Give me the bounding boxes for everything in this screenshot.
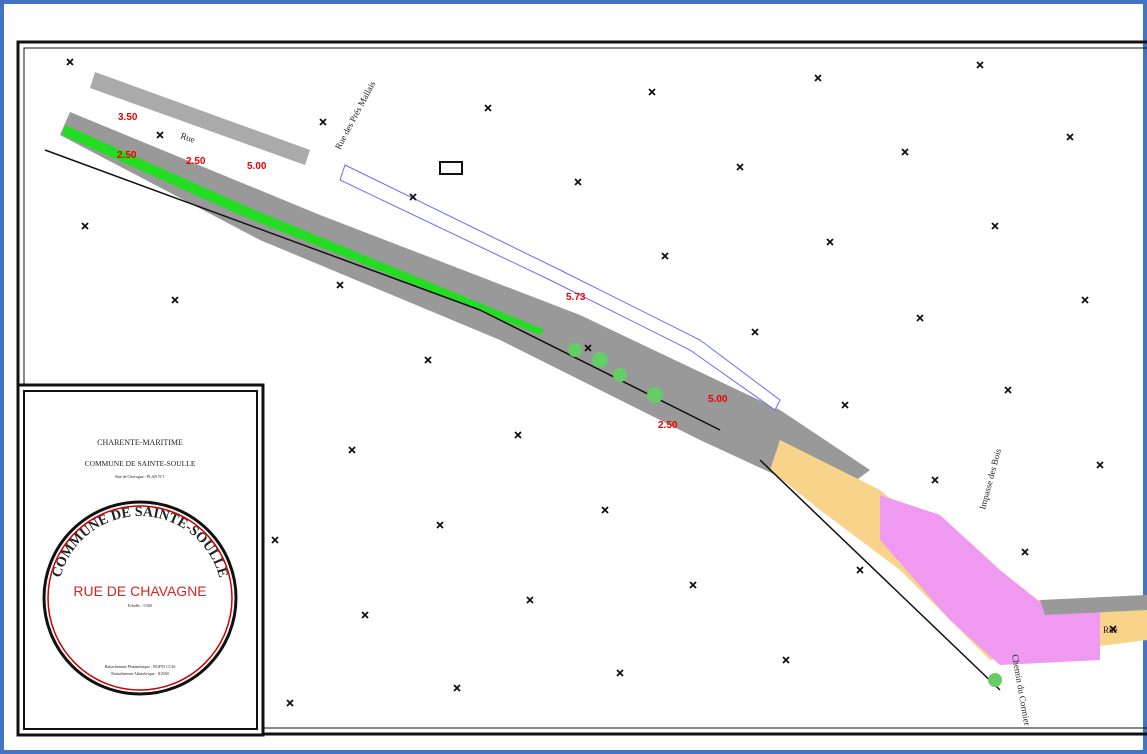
survey-cross xyxy=(484,104,492,112)
side-road xyxy=(1040,595,1147,615)
scale: Echelle : 1/500 xyxy=(128,603,152,608)
survey-points xyxy=(66,58,1117,707)
street-label: Rue xyxy=(1103,625,1118,635)
survey-cross xyxy=(348,446,356,454)
survey-cross xyxy=(826,238,834,246)
dimension: 2.50 xyxy=(658,420,678,431)
trees xyxy=(568,343,1002,687)
cartouche-frame xyxy=(16,383,265,737)
dimension: 5.00 xyxy=(708,394,728,405)
seal-ring-inner xyxy=(47,505,233,691)
survey-cross xyxy=(616,669,624,677)
survey-cross xyxy=(66,58,74,66)
pink-crossing xyxy=(880,495,1100,665)
sidewalk xyxy=(339,164,781,411)
survey-cross xyxy=(814,74,822,82)
survey-cross xyxy=(584,344,592,352)
planimetry: Rattachement Planimétrique : RGF93 CC46 xyxy=(105,664,176,669)
survey-cross xyxy=(856,566,864,574)
survey-cross xyxy=(526,596,534,604)
dimension: 5.73 xyxy=(566,292,586,303)
survey-cross xyxy=(601,506,609,514)
boundary-line xyxy=(479,309,721,431)
survey-cross xyxy=(336,281,344,289)
survey-cross xyxy=(841,401,849,409)
survey-cross xyxy=(1021,548,1029,556)
survey-cross xyxy=(271,536,279,544)
survey-cross xyxy=(931,476,939,484)
survey-cross xyxy=(1004,386,1012,394)
survey-cross xyxy=(171,296,179,304)
building xyxy=(439,161,463,175)
survey-cross xyxy=(782,656,790,664)
survey-cross xyxy=(409,193,417,201)
cartouche-inner-frame xyxy=(23,390,258,730)
survey-cross xyxy=(574,178,582,186)
street-label: Rue xyxy=(179,130,196,144)
dimension: 5.00 xyxy=(247,161,267,172)
survey-cross xyxy=(991,222,999,230)
seal-ring xyxy=(42,500,238,696)
survey-cross xyxy=(319,118,327,126)
dimension: 3.50 xyxy=(118,112,138,123)
survey-cross xyxy=(736,163,744,171)
dimension: 2.50 xyxy=(117,150,137,161)
survey-cross xyxy=(436,521,444,529)
survey-cross xyxy=(424,356,432,364)
survey-cross xyxy=(1066,133,1074,141)
survey-cross xyxy=(361,611,369,619)
dimension: 2.50 xyxy=(186,156,206,167)
survey-cross xyxy=(514,431,522,439)
survey-cross xyxy=(661,252,669,260)
department: CHARENTE-MARITIME xyxy=(97,438,183,447)
survey-cross xyxy=(751,328,759,336)
plan-title: RUE DE CHAVAGNE xyxy=(73,583,206,599)
parking xyxy=(90,72,310,165)
survey-cross xyxy=(976,61,984,69)
survey-cross xyxy=(156,131,164,139)
subtitle: Rue de Chavagne - PLAN N°1 xyxy=(115,474,164,479)
survey-cross xyxy=(1109,625,1117,633)
commune: COMMUNE DE SAINTE-SOULLE xyxy=(85,459,196,468)
green-strip xyxy=(62,125,545,335)
survey-cross xyxy=(1081,296,1089,304)
altimetry: Rattachement Altimétrique : IGN69 xyxy=(111,671,168,676)
survey-cross xyxy=(689,581,697,589)
survey-cross xyxy=(901,148,909,156)
survey-cross xyxy=(1096,461,1104,469)
survey-cross xyxy=(81,222,89,230)
survey-cross xyxy=(916,314,924,322)
boundary-line xyxy=(44,149,481,311)
survey-cross xyxy=(648,88,656,96)
survey-cross xyxy=(453,684,461,692)
survey-cross xyxy=(286,699,294,707)
boundary-line xyxy=(759,459,1001,691)
